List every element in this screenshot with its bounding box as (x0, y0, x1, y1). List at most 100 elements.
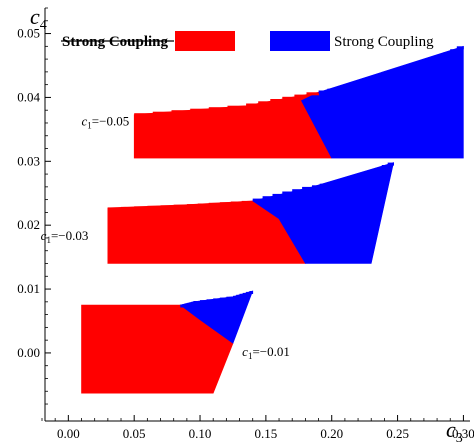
edge-step (246, 291, 250, 295)
edge-step (121, 206, 135, 210)
x-tick-label: 0.00 (57, 426, 80, 441)
edge-step (362, 81, 372, 85)
legend-swatch-blue (270, 31, 330, 51)
edge-step (252, 198, 263, 202)
edge-step (186, 204, 199, 208)
y-tick-label: 0.00 (17, 345, 40, 360)
edge-step (249, 291, 254, 294)
edge-step (380, 75, 390, 79)
edge-step (312, 185, 321, 189)
annotation-3: c1=−0.01 (242, 344, 290, 361)
edge-step (239, 293, 244, 297)
edge-step (171, 110, 191, 114)
edge-step (208, 202, 221, 206)
edge-step (388, 72, 398, 76)
x-tick-label: 0.20 (320, 426, 343, 441)
edge-step (246, 103, 259, 107)
legend-swatch-red (175, 31, 235, 51)
edge-step (294, 94, 307, 98)
coupling-regions (81, 45, 464, 394)
edge-step (206, 299, 214, 303)
annotation-1: c1=−0.05 (82, 114, 130, 131)
y-tick-label: 0.04 (17, 89, 40, 104)
edge-step (456, 46, 464, 50)
edge-step (344, 85, 355, 89)
edge-step (282, 96, 295, 100)
edge-step (443, 52, 451, 56)
ticks: 0.00 0.05 0.10 0.15 0.20 0.25 0.30 0.00 0.01 0.02… (17, 7, 474, 441)
edge-step (184, 303, 188, 307)
x-axis-title: c3 (446, 417, 463, 446)
edge-step (236, 294, 240, 298)
edge-step (226, 296, 234, 300)
edge-step (358, 174, 365, 178)
edge-step (387, 162, 394, 166)
edge-step (193, 301, 201, 304)
y-axis-title: c4 (30, 4, 47, 33)
annotation-subscript: 1 (248, 351, 253, 361)
edge-step (186, 302, 190, 306)
edge-step (371, 78, 381, 82)
edge-step (241, 200, 254, 204)
edge-step (406, 66, 416, 70)
edge-step (219, 297, 227, 301)
edge-step (369, 169, 377, 173)
annotation-symbol: c (242, 344, 248, 359)
annotation-symbol: c (41, 228, 47, 243)
edge-step (272, 193, 283, 197)
edge-step (430, 57, 438, 61)
edge-step (173, 204, 188, 208)
edge-step (152, 111, 172, 115)
x-tick-label: 0.25 (386, 426, 409, 441)
legend: Strong Coupling Strong Coupling (61, 31, 434, 51)
edge-step (450, 49, 458, 53)
annotation-value: =−0.03 (51, 228, 88, 243)
edge-step (353, 83, 363, 87)
annotation-value: =−0.01 (252, 344, 289, 359)
annotation-value: =−0.05 (92, 114, 129, 129)
y-tick-label: 0.03 (17, 153, 40, 168)
edge-step (163, 305, 181, 308)
x-tick-label: 0.10 (189, 426, 212, 441)
legend-label-blue: Strong Coupling (334, 34, 434, 50)
edge-step (200, 300, 207, 304)
edge-step (335, 180, 344, 184)
annotation-2: c1=−0.03 (41, 228, 89, 245)
x-tick-label: 0.15 (255, 426, 278, 441)
legend-label-red: Strong Coupling (62, 34, 169, 50)
edge-step (350, 177, 359, 181)
edge-step (270, 99, 283, 102)
annotation-subscript: 1 (46, 235, 51, 245)
edge-step (227, 105, 247, 109)
annotation-symbol: c (82, 114, 88, 129)
edge-step (306, 92, 319, 96)
edge-step (364, 172, 371, 176)
edge-step (381, 165, 389, 168)
edge-step (219, 202, 232, 206)
y-tick-label: 0.01 (17, 281, 40, 296)
edge-step (282, 191, 293, 195)
edge-step (182, 304, 186, 307)
edge-step (191, 301, 194, 305)
edge-step (190, 108, 210, 112)
edge-step (180, 304, 183, 308)
edge-step (292, 189, 303, 193)
x-axis-title-sub: 3 (456, 431, 463, 446)
edge-step (147, 205, 161, 209)
edge-step (107, 207, 122, 211)
edge-step (242, 292, 247, 296)
edge-step (114, 305, 132, 308)
y-axis-title-sub: 4 (40, 18, 47, 33)
edge-step (147, 305, 165, 308)
edge-step (415, 63, 425, 67)
edge-step (233, 295, 237, 299)
edge-step (397, 69, 407, 73)
edge-step (437, 54, 445, 58)
edge-step (197, 203, 210, 207)
edge-step (208, 107, 228, 111)
edge-step (81, 305, 99, 308)
edge-step (258, 101, 271, 105)
